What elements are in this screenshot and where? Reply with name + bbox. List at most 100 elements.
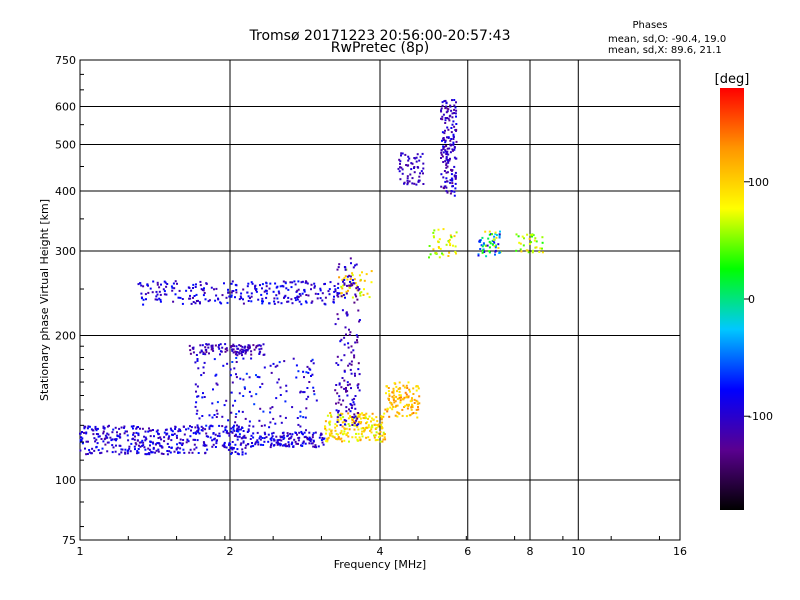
data-point: [235, 351, 238, 353]
data-point: [283, 295, 286, 298]
data-point: [349, 410, 352, 413]
data-point: [404, 153, 407, 156]
data-point: [337, 282, 340, 285]
data-point: [127, 449, 130, 452]
data-point: [250, 350, 253, 353]
data-point: [443, 187, 445, 190]
data-point: [138, 441, 141, 444]
data-point: [115, 439, 117, 442]
data-point: [207, 300, 210, 303]
data-point: [195, 412, 198, 415]
data-point: [261, 287, 263, 290]
data-point: [361, 271, 363, 274]
data-point: [357, 423, 360, 426]
data-point: [429, 253, 432, 256]
data-point: [283, 436, 286, 439]
data-point: [239, 349, 242, 352]
data-point: [107, 433, 110, 436]
data-point: [398, 381, 401, 384]
data-point: [446, 180, 448, 183]
data-point: [291, 433, 294, 436]
data-point: [234, 421, 237, 424]
data-point: [283, 360, 286, 363]
data-point: [255, 345, 258, 348]
data-point: [291, 441, 294, 444]
data-point: [297, 439, 300, 442]
data-point: [335, 402, 337, 405]
data-point: [360, 291, 363, 294]
data-point: [201, 415, 204, 417]
data-point: [450, 131, 453, 134]
data-point: [207, 435, 209, 438]
data-point: [174, 425, 177, 428]
data-point: [336, 416, 339, 419]
data-point: [360, 421, 363, 424]
data-point: [269, 364, 272, 367]
data-point: [437, 228, 440, 231]
data-point: [413, 166, 416, 168]
data-point: [284, 443, 287, 446]
data-point: [445, 171, 448, 174]
data-point: [343, 343, 346, 346]
data-point: [376, 424, 379, 426]
data-point: [163, 293, 166, 296]
data-point: [349, 403, 352, 405]
data-point: [273, 297, 276, 300]
data-point: [143, 435, 146, 438]
data-point: [340, 437, 343, 440]
data-point: [183, 433, 186, 436]
data-point: [236, 428, 239, 431]
data-point: [295, 364, 298, 367]
data-point: [351, 279, 354, 282]
data-point: [334, 323, 337, 326]
data-point: [453, 190, 456, 193]
data-point: [392, 387, 395, 390]
data-point: [441, 155, 444, 158]
data-point: [443, 185, 446, 188]
data-point: [451, 148, 454, 151]
data-point: [150, 451, 153, 454]
data-point: [445, 164, 448, 166]
data-point: [216, 439, 218, 442]
data-point: [449, 234, 452, 237]
data-point: [382, 431, 385, 434]
data-point: [235, 430, 238, 433]
data-point: [325, 440, 328, 443]
data-point: [291, 302, 294, 305]
data-point: [354, 264, 357, 267]
data-point: [132, 432, 135, 435]
data-point: [236, 347, 239, 350]
data-point: [440, 173, 443, 176]
data-point: [532, 234, 535, 237]
data-point: [343, 276, 346, 279]
colorbar-label: [deg]: [715, 72, 750, 87]
data-point: [388, 393, 391, 396]
data-point: [371, 417, 373, 420]
data-point: [371, 412, 374, 415]
data-point: [345, 433, 348, 436]
data-point: [265, 436, 268, 439]
data-point: [358, 389, 361, 392]
data-point: [494, 231, 497, 234]
data-point: [353, 278, 356, 281]
data-point: [451, 116, 454, 119]
data-point: [296, 298, 299, 301]
data-point: [394, 414, 397, 417]
data-point: [298, 293, 301, 295]
data-point: [406, 387, 409, 389]
data-point: [269, 437, 272, 440]
data-point: [354, 341, 357, 344]
data-point: [350, 360, 353, 363]
data-point: [207, 343, 210, 346]
data-point: [296, 433, 298, 436]
data-point: [235, 373, 237, 376]
data-point: [81, 431, 83, 433]
data-point: [340, 429, 343, 432]
data-point: [238, 428, 241, 431]
data-point: [446, 136, 448, 139]
data-point: [168, 450, 171, 453]
data-point: [356, 336, 359, 339]
data-point: [301, 280, 304, 283]
data-point: [364, 417, 367, 420]
